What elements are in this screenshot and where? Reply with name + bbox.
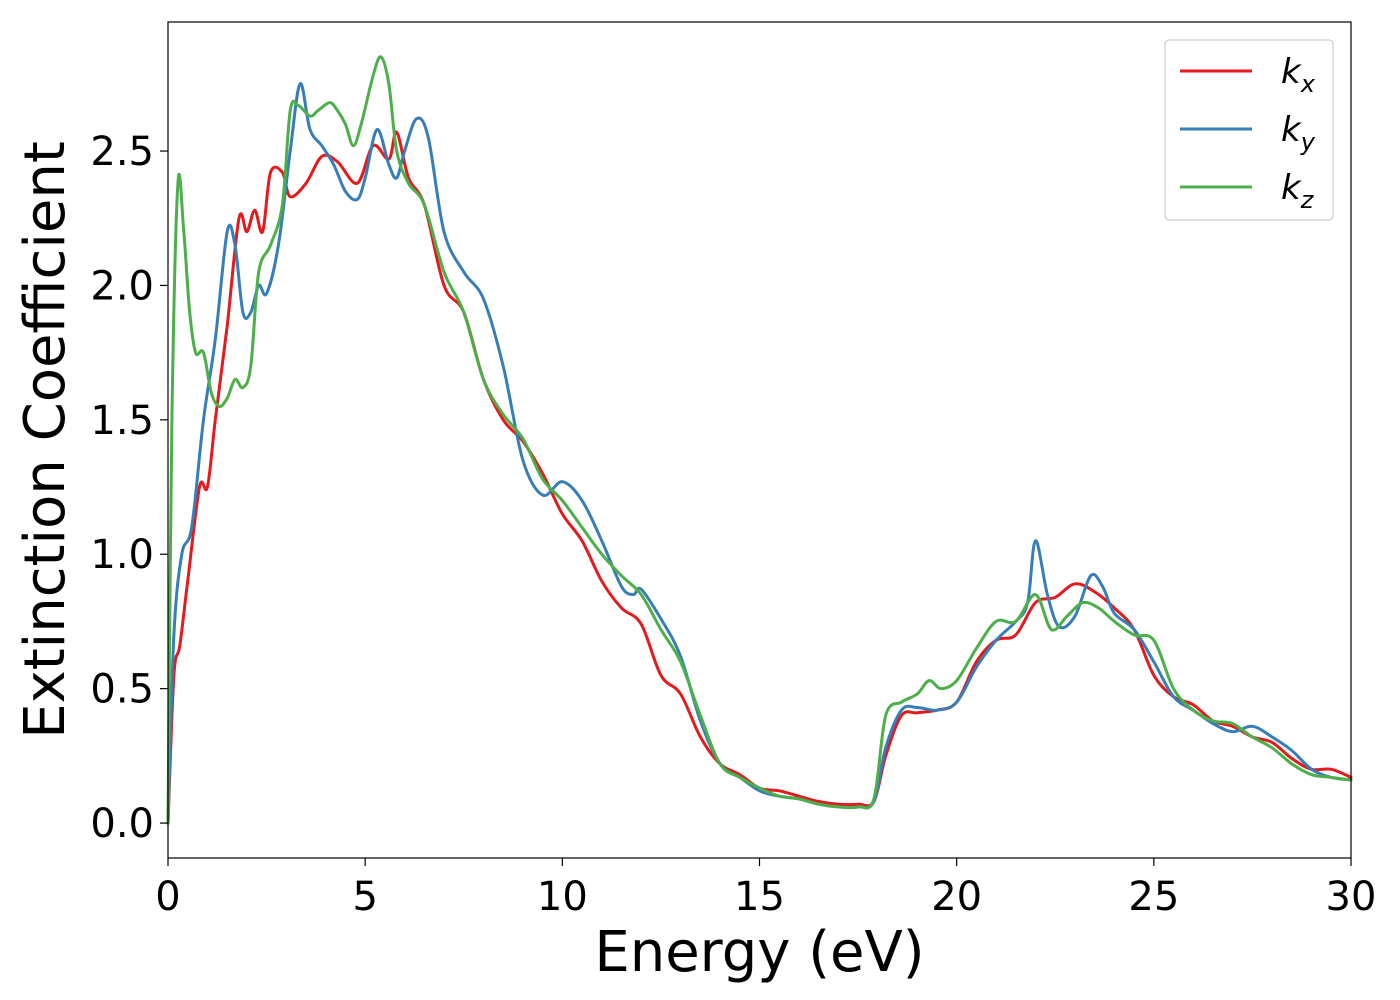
series-layer xyxy=(166,55,1353,825)
y-tick-label: 1.5 xyxy=(90,398,154,444)
x-tick-label: 5 xyxy=(352,874,377,920)
x-tick-label: 15 xyxy=(734,874,785,920)
legend-label-kz: kz xyxy=(1281,168,1315,214)
x-axis-title: Energy (eV) xyxy=(594,920,924,985)
y-tick-label: 2.5 xyxy=(90,129,154,175)
x-axis: 0 5 10 15 20 25 30 xyxy=(155,858,1376,920)
x-tick-label: 20 xyxy=(931,874,982,920)
legend: kx ky kz xyxy=(1164,39,1334,221)
y-axis-title: Extinction Coefficient xyxy=(13,141,78,739)
legend-label-ky: ky xyxy=(1281,110,1316,156)
series-line-kx xyxy=(166,130,1353,825)
legend-label-kx: kx xyxy=(1281,52,1316,98)
y-tick-label: 0.0 xyxy=(90,801,154,847)
series-line-kz xyxy=(166,55,1353,825)
y-tick-label: 1.0 xyxy=(90,532,154,578)
x-tick-label: 10 xyxy=(537,874,588,920)
y-axis: 0.0 0.5 1.0 1.5 2.0 2.5 xyxy=(90,129,168,847)
y-tick-label: 2.0 xyxy=(90,263,154,309)
x-tick-label: 0 xyxy=(155,874,180,920)
x-tick-label: 25 xyxy=(1128,874,1179,920)
series-line-ky xyxy=(166,82,1353,825)
x-tick-label: 30 xyxy=(1326,874,1377,920)
y-tick-label: 0.5 xyxy=(90,667,154,713)
